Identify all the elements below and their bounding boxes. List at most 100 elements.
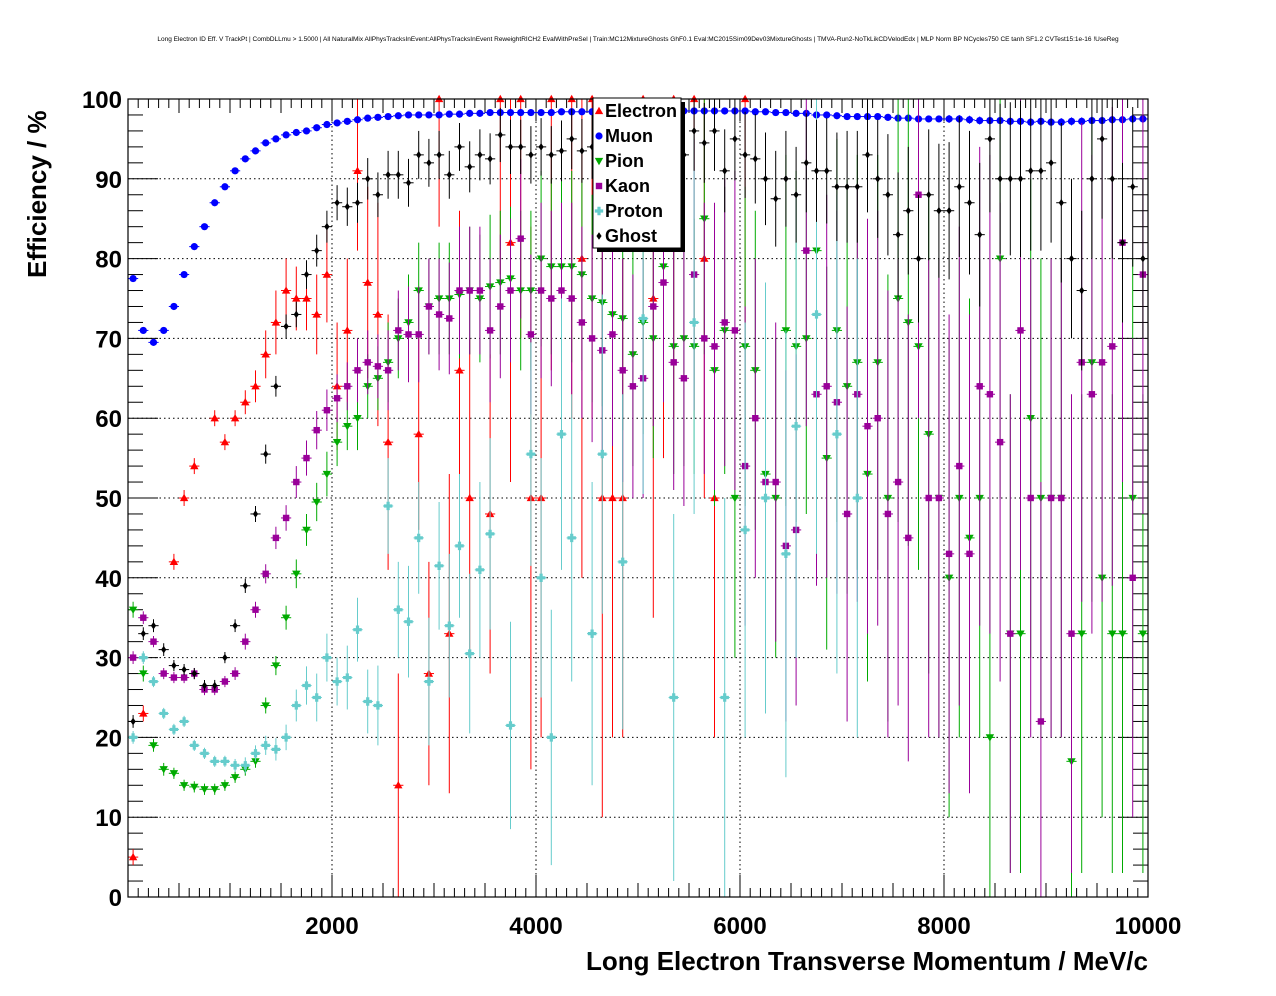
data-point	[813, 167, 820, 175]
data-point	[190, 783, 199, 792]
data-point	[343, 673, 352, 682]
data-point	[477, 151, 483, 159]
data-point	[334, 198, 340, 207]
data-point	[281, 733, 291, 742]
data-point	[720, 693, 729, 702]
data-point	[966, 198, 973, 207]
data-point	[303, 270, 310, 279]
legend-marker	[594, 206, 604, 216]
data-point	[231, 167, 239, 175]
data-point	[150, 638, 157, 645]
x-tick-label: 4000	[509, 913, 562, 940]
data-point	[312, 310, 321, 318]
data-point	[333, 395, 341, 402]
data-point	[251, 758, 260, 766]
data-point	[1118, 630, 1127, 638]
data-point	[905, 534, 912, 542]
data-point	[507, 143, 514, 151]
data-point	[579, 147, 585, 155]
data-point	[434, 561, 444, 571]
legend-label: Muon	[605, 126, 653, 146]
data-point	[945, 115, 953, 123]
data-point	[241, 398, 250, 406]
data-point	[782, 108, 790, 117]
data-point	[793, 190, 799, 199]
data-point	[354, 198, 361, 207]
data-point	[425, 111, 433, 119]
data-point	[230, 774, 240, 782]
data-point	[394, 605, 403, 614]
data-point	[569, 135, 575, 143]
data-point	[476, 109, 484, 117]
data-point	[272, 534, 280, 542]
data-point	[466, 109, 474, 117]
data-point	[538, 143, 544, 151]
data-point	[976, 116, 984, 125]
data-point	[456, 143, 463, 151]
data-point	[506, 108, 515, 117]
data-point	[997, 175, 1003, 183]
data-point	[169, 725, 179, 734]
data-point	[232, 621, 238, 630]
data-point	[528, 151, 534, 159]
data-point	[976, 383, 983, 390]
data-point	[772, 108, 780, 117]
data-point	[271, 745, 281, 754]
data-point	[1057, 118, 1065, 126]
data-point	[548, 295, 555, 302]
data-point	[303, 454, 310, 462]
data-point	[190, 243, 198, 251]
data-point	[395, 171, 401, 179]
data-point	[262, 570, 269, 578]
data-point	[751, 108, 759, 116]
y-tick-label: 70	[95, 326, 122, 353]
data-point	[721, 319, 728, 326]
data-point	[833, 112, 841, 120]
legend-label: Proton	[605, 201, 663, 221]
data-point	[446, 171, 452, 179]
data-point	[363, 278, 372, 286]
data-point	[824, 167, 830, 175]
data-point	[853, 493, 862, 503]
data-point	[455, 366, 464, 374]
data-point	[383, 437, 393, 446]
data-point	[1109, 343, 1116, 350]
data-point	[170, 302, 178, 311]
data-point	[230, 761, 240, 770]
data-point	[497, 303, 504, 310]
data-point	[353, 116, 362, 124]
data-point	[179, 493, 189, 502]
data-point	[465, 649, 474, 658]
data-point	[578, 108, 586, 116]
data-point	[128, 852, 138, 861]
data-point	[1037, 718, 1045, 725]
data-point	[832, 429, 842, 439]
data-point	[1007, 630, 1014, 637]
data-point	[956, 462, 963, 470]
y-tick-label: 0	[109, 885, 122, 912]
data-point	[190, 461, 199, 470]
data-point	[466, 287, 473, 294]
data-point	[171, 661, 177, 670]
data-point	[282, 514, 290, 522]
data-point	[292, 294, 301, 302]
x-tick-label: 2000	[305, 913, 358, 940]
data-point	[486, 327, 494, 334]
data-point	[251, 382, 260, 390]
data-point	[271, 662, 281, 670]
data-point	[222, 653, 228, 662]
y-tick-label: 60	[95, 406, 122, 433]
data-point	[313, 124, 321, 132]
data-point	[823, 111, 831, 119]
data-point	[772, 478, 779, 486]
data-point	[333, 119, 341, 127]
data-point	[353, 415, 362, 423]
data-point	[823, 383, 830, 390]
data-point	[292, 128, 300, 137]
data-point	[446, 315, 453, 322]
data-point	[375, 190, 381, 199]
legend-label: Electron	[605, 101, 677, 121]
data-point	[363, 697, 372, 706]
data-point	[518, 143, 524, 151]
